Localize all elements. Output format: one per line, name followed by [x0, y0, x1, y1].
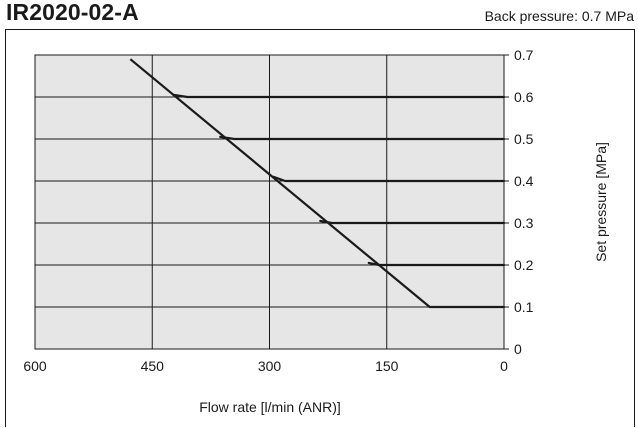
figure-frame	[5, 29, 635, 427]
y-tick-label: 0.5	[514, 131, 534, 147]
y-tick-label: 0.1	[514, 299, 534, 315]
x-tick-label: 0	[500, 358, 508, 374]
set-pressure-curve-0-3	[319, 219, 506, 225]
y-tick-label: 0.6	[514, 89, 534, 105]
y-axis-title: Set pressure [MPa]	[593, 142, 609, 262]
y-tick-labels: 0 0.1 0.2 0.3 0.4 0.5 0.6 0.7	[514, 47, 534, 357]
x-tick-labels: 600 450 300 150 0	[23, 358, 508, 374]
y-tick-label: 0.7	[514, 47, 534, 63]
y-tick-label: 0.4	[514, 173, 534, 189]
set-pressure-curve-0-2	[367, 261, 506, 267]
set-pressure-curve-0-4	[272, 175, 506, 183]
x-tick-label: 450	[141, 358, 165, 374]
x-tick-label: 150	[375, 358, 399, 374]
set-pressure-curve-0-6	[172, 93, 506, 99]
x-axis-title: Flow rate [l/min (ANR)]	[199, 399, 341, 415]
x-tick-label: 600	[23, 358, 47, 374]
y-tick-label: 0	[514, 341, 522, 357]
y-ticks	[504, 54, 509, 350]
y-tick-label: 0.2	[514, 257, 534, 273]
y-tick-label: 0.3	[514, 215, 534, 231]
series-lines	[129, 58, 506, 309]
chart-title: IR2020-02-A	[6, 0, 139, 25]
back-pressure-label: Back pressure: 0.7 MPa	[484, 8, 634, 24]
set-pressure-curve-0-5	[219, 135, 506, 141]
x-tick-label: 300	[258, 358, 282, 374]
